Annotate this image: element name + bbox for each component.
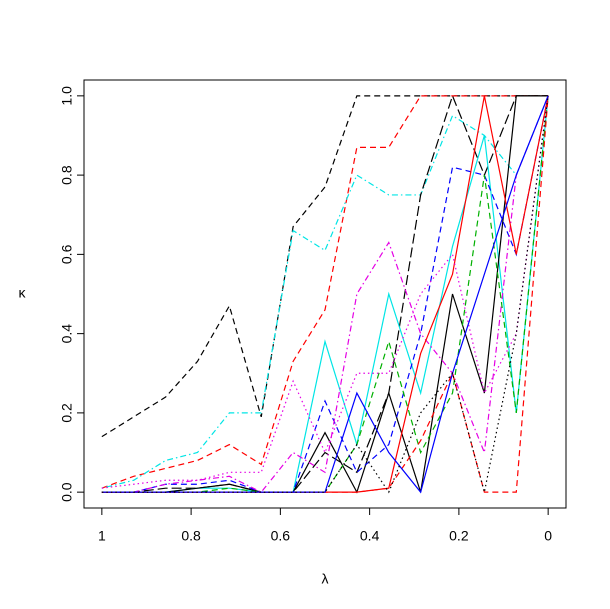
- x-tick-label: 0.2: [449, 528, 469, 544]
- series-line: [101, 95, 549, 489]
- y-tick-label: 0.8: [59, 165, 75, 185]
- x-tick-label: 0.4: [360, 528, 380, 544]
- series-line: [101, 95, 549, 489]
- y-axis-label: κ: [19, 285, 27, 301]
- series-line: [101, 95, 549, 494]
- x-tick-label: 0.8: [181, 528, 201, 544]
- series-line: [101, 94, 549, 493]
- series-line: [101, 95, 549, 438]
- series-line: [101, 95, 549, 494]
- y-tick-label: 1.0: [59, 86, 75, 106]
- y-tick-label: 0.0: [59, 482, 75, 502]
- y-tick-label: 0.6: [59, 244, 75, 264]
- y-tick-label: 0.4: [59, 324, 75, 344]
- series-line: [101, 95, 549, 493]
- series-line: [101, 95, 549, 489]
- x-tick-label: 0.6: [271, 528, 291, 544]
- x-axis-label: λ: [322, 571, 329, 587]
- plot-box: [83, 79, 567, 509]
- x-tick-label: 0: [544, 528, 552, 544]
- series-line: [101, 95, 549, 493]
- x-tick-label: 1: [98, 528, 106, 544]
- y-tick-label: 0.2: [59, 403, 75, 423]
